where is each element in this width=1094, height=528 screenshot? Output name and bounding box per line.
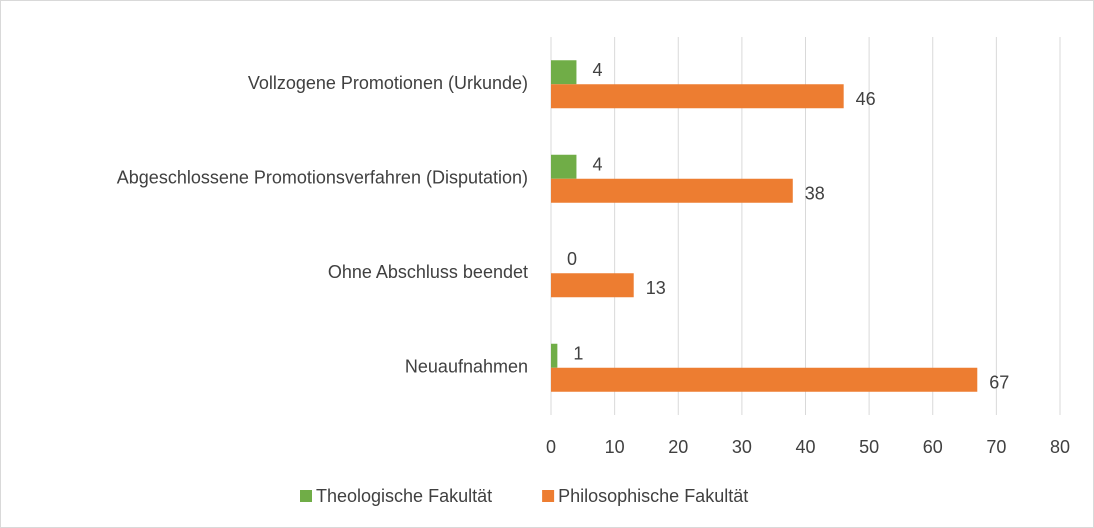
data-label: 13 — [646, 278, 666, 298]
legend-label: Philosophische Fakultät — [558, 486, 748, 506]
legend-label: Theologische Fakultät — [316, 486, 492, 506]
legend-swatch — [300, 490, 312, 502]
x-tick-label: 50 — [859, 437, 879, 457]
x-tick-label: 10 — [605, 437, 625, 457]
x-tick-label: 60 — [923, 437, 943, 457]
data-label: 38 — [805, 184, 825, 204]
x-tick-label: 70 — [986, 437, 1006, 457]
bar — [551, 367, 978, 392]
data-label: 46 — [856, 89, 876, 109]
data-label: 67 — [989, 373, 1009, 393]
x-tick-label: 20 — [668, 437, 688, 457]
y-tick-label: Abgeschlossene Promotionsverfahren (Disp… — [117, 168, 528, 188]
bar — [551, 273, 634, 298]
data-label: 4 — [592, 155, 602, 175]
bar — [551, 60, 577, 85]
data-label: 1 — [573, 344, 583, 364]
y-tick-label: Vollzogene Promotionen (Urkunde) — [248, 73, 528, 93]
data-label: 0 — [567, 249, 577, 269]
bar — [551, 343, 558, 368]
y-tick-label: Neuaufnahmen — [405, 357, 528, 377]
bar — [551, 84, 844, 109]
x-tick-label: 0 — [546, 437, 556, 457]
bar — [551, 154, 577, 179]
x-tick-label: 80 — [1050, 437, 1070, 457]
data-label: 4 — [592, 60, 602, 80]
bar — [551, 178, 793, 203]
x-tick-label: 30 — [732, 437, 752, 457]
y-tick-label: Ohne Abschluss beendet — [328, 262, 528, 282]
legend-swatch — [542, 490, 555, 502]
x-tick-label: 40 — [795, 437, 815, 457]
